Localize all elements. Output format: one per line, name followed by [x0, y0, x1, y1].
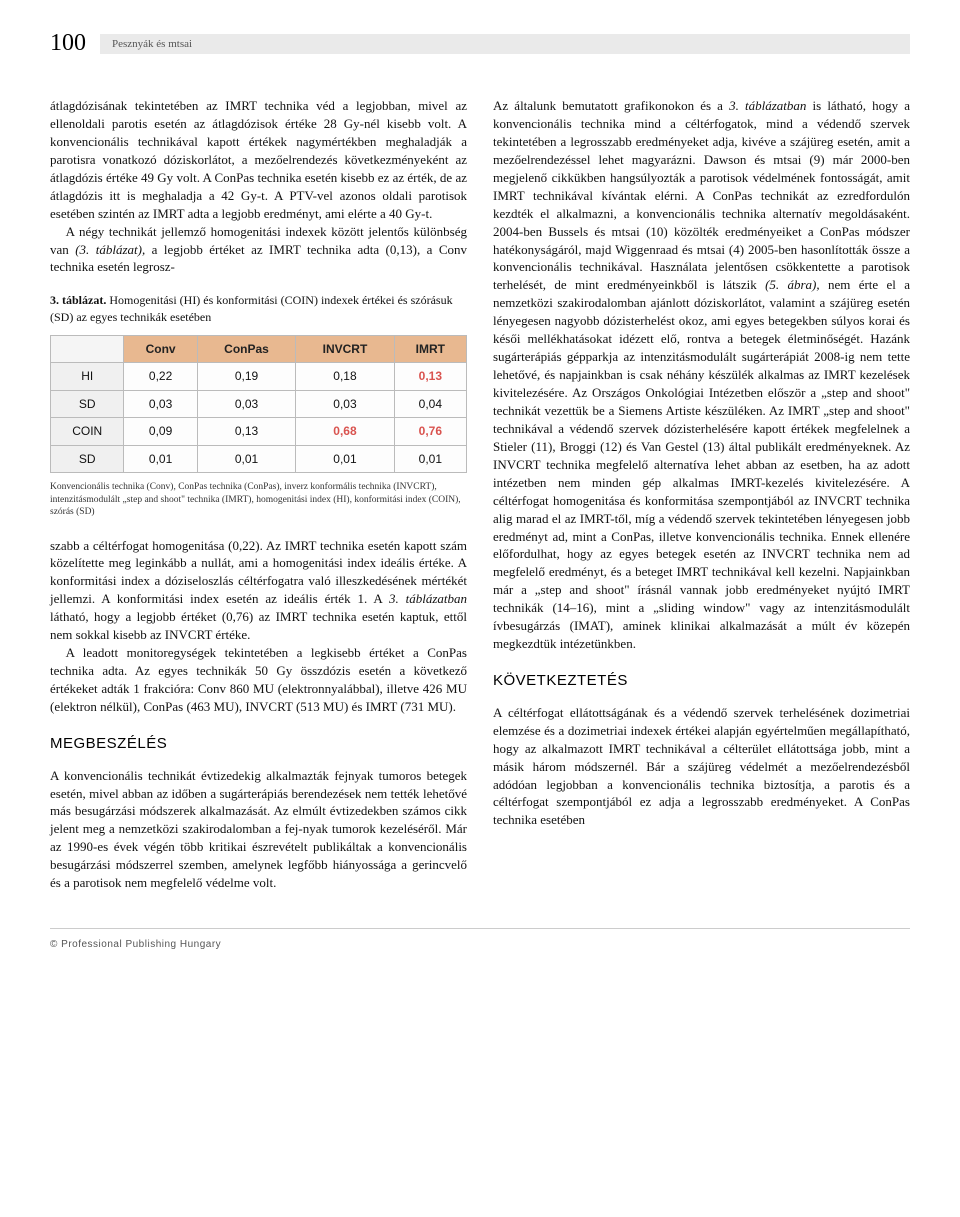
body-paragraph: A konvencionális technikát évtizedekig a… [50, 767, 467, 893]
text-run: is látható, hogy a konvencionális techni… [493, 98, 910, 292]
right-column: Az általunk bemutatott grafikonokon és a… [493, 97, 910, 892]
table-ref: 3. táblázatban [729, 98, 806, 113]
table-cell: 0,18 [296, 363, 394, 391]
table-cell: 0,01 [197, 445, 295, 473]
table-row-label: HI [51, 363, 124, 391]
table-cell: 0,09 [124, 418, 197, 446]
table-cell: 0,13 [197, 418, 295, 446]
section-heading-conclusion: KÖVETKEZTETÉS [493, 671, 910, 692]
table-row: COIN0,090,130,680,76 [51, 418, 467, 446]
body-paragraph: A négy technikát jellemző homogenitási i… [50, 223, 467, 277]
table-caption: 3. táblázat. Homogenitási (HI) és konfor… [50, 292, 467, 324]
table-cell: 0,03 [296, 390, 394, 418]
table-cell: 0,01 [296, 445, 394, 473]
table-cell: 0,13 [394, 363, 466, 391]
table-header-cell: Conv [124, 335, 197, 363]
body-paragraph: A céltérfogat ellátottságának és a véden… [493, 704, 910, 830]
header-authors: Pesznyák és mtsai [100, 34, 910, 54]
page-header: 100 Pesznyák és mtsai [50, 30, 910, 57]
page-number: 100 [50, 30, 86, 57]
text-run: látható, hogy a legjobb értéket (0,76) a… [50, 609, 467, 642]
table-body: HI0,220,190,180,13SD0,030,030,030,04COIN… [51, 363, 467, 473]
body-paragraph: Az általunk bemutatott grafikonokon és a… [493, 97, 910, 653]
publisher-credit: © Professional Publishing Hungary [50, 939, 221, 950]
table-cell: 0,01 [394, 445, 466, 473]
table-header-cell: INVCRT [296, 335, 394, 363]
table-header-cell: IMRT [394, 335, 466, 363]
table-header-cell [51, 335, 124, 363]
page-footer: © Professional Publishing Hungary [50, 928, 910, 950]
left-column: átlagdózisának tekintetében az IMRT tech… [50, 97, 467, 892]
table-head: Conv ConPas INVCRT IMRT [51, 335, 467, 363]
text-run: nem érte el a nemzetközi szakirodalomban… [493, 277, 910, 651]
table-cell: 0,22 [124, 363, 197, 391]
table-cell: 0,76 [394, 418, 466, 446]
content-columns: átlagdózisának tekintetében az IMRT tech… [50, 97, 910, 892]
text-run: Az általunk bemutatott grafikonokon és a [493, 98, 729, 113]
table-caption-text: Homogenitási (HI) és konformitási (COIN)… [50, 293, 453, 323]
table-ref: (3. táblázat), [75, 242, 145, 257]
table-row: SD0,010,010,010,01 [51, 445, 467, 473]
table-header-cell: ConPas [197, 335, 295, 363]
table-row: HI0,220,190,180,13 [51, 363, 467, 391]
table-ref: 3. táblázatban [389, 591, 467, 606]
figure-ref: (5. ábra), [765, 277, 820, 292]
table-row-label: COIN [51, 418, 124, 446]
table-footnote: Konvencionális technika (Conv), ConPas t… [50, 481, 467, 518]
table-row-label: SD [51, 445, 124, 473]
data-table: Conv ConPas INVCRT IMRT HI0,220,190,180,… [50, 335, 467, 474]
table-row-label: SD [51, 390, 124, 418]
body-paragraph: átlagdózisának tekintetében az IMRT tech… [50, 97, 467, 223]
table-row: SD0,030,030,030,04 [51, 390, 467, 418]
table-cell: 0,01 [124, 445, 197, 473]
table-number: 3. táblázat. [50, 293, 106, 307]
section-heading-discussion: MEGBESZÉLÉS [50, 734, 467, 755]
table-cell: 0,04 [394, 390, 466, 418]
table-cell: 0,19 [197, 363, 295, 391]
table-cell: 0,03 [197, 390, 295, 418]
page: 100 Pesznyák és mtsai átlagdózisának tek… [0, 0, 960, 980]
body-paragraph: A leadott monitoregységek tekintetében a… [50, 644, 467, 716]
body-paragraph: szabb a céltérfogat homogenitása (0,22).… [50, 537, 467, 645]
table-cell: 0,68 [296, 418, 394, 446]
table-cell: 0,03 [124, 390, 197, 418]
